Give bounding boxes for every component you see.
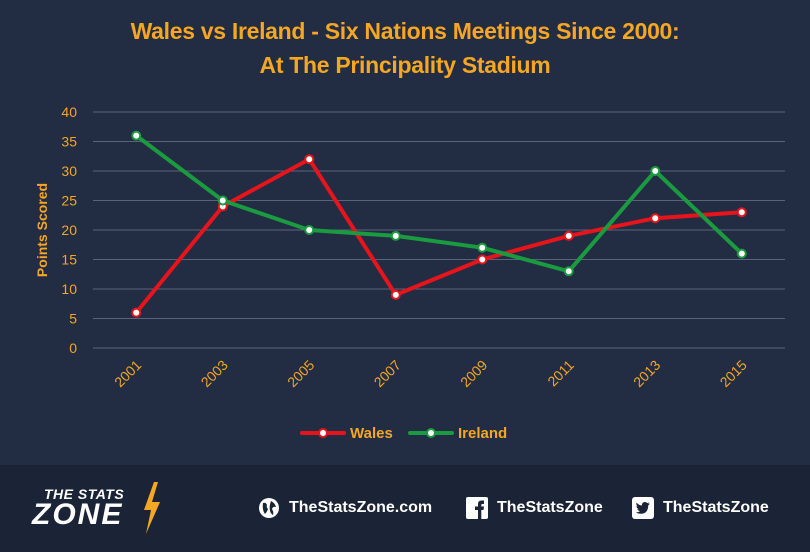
x-tick-label: 2015 — [717, 357, 750, 390]
data-point-wales — [390, 289, 401, 300]
legend-marker-wales — [318, 428, 328, 438]
legend-marker-ireland — [426, 428, 436, 438]
data-point-wales — [477, 254, 488, 265]
y-tick-label: 10 — [61, 281, 77, 297]
line-chart: 0 5 10 15 20 25 30 35 40 Points Scored 2001 2003 200… — [34, 104, 785, 442]
data-point-ireland — [217, 195, 228, 206]
series-line-wales — [134, 157, 744, 315]
legend-label-ireland: Ireland — [458, 425, 507, 442]
x-tick-label: 2001 — [111, 357, 144, 390]
globe-icon — [258, 497, 280, 519]
twitter-label: TheStatsZone — [663, 499, 769, 516]
x-tick-label: 2005 — [284, 357, 317, 390]
chart-title-line-1: Wales vs Ireland - Six Nations Meetings … — [130, 18, 680, 44]
x-tick-label: 2013 — [630, 357, 663, 390]
data-point-ireland — [563, 266, 574, 277]
data-point-ireland — [477, 242, 488, 253]
facebook-icon — [466, 497, 488, 519]
data-point-wales — [131, 307, 142, 318]
lightning-icon — [144, 482, 160, 534]
chart-title-line-2: At The Principality Stadium — [259, 52, 551, 78]
data-point-ireland — [650, 166, 661, 176]
y-tick-label: 35 — [61, 134, 77, 150]
chart-title: Wales vs Ireland - Six Nations Meetings … — [0, 14, 810, 82]
data-point-wales — [736, 207, 747, 218]
x-tick-label: 2007 — [371, 357, 404, 390]
twitter-icon — [632, 497, 654, 519]
y-tick-label: 30 — [61, 163, 77, 179]
data-point-wales — [563, 230, 574, 241]
y-tick-label: 25 — [61, 193, 77, 209]
brand-logo: THE STATS ZONE — [30, 482, 180, 536]
y-tick-label: 40 — [61, 104, 77, 120]
data-point-ireland — [390, 230, 401, 241]
website-link[interactable]: TheStatsZone.com — [258, 495, 432, 521]
series-line-ireland — [134, 133, 744, 274]
twitter-link[interactable]: TheStatsZone — [632, 495, 769, 521]
facebook-link[interactable]: TheStatsZone — [466, 495, 603, 521]
footer-bar — [0, 465, 810, 552]
y-tick-label: 5 — [69, 311, 77, 327]
brand-logo-top: THE STATS — [44, 486, 125, 502]
facebook-label: TheStatsZone — [497, 499, 603, 516]
y-tick-label: 0 — [69, 340, 77, 356]
brand-logo-bottom: ZONE — [32, 498, 124, 531]
data-point-ireland — [736, 248, 747, 259]
data-point-ireland — [131, 130, 142, 141]
legend-label-wales: Wales — [350, 425, 393, 442]
data-point-wales — [304, 154, 315, 165]
data-point-ireland — [304, 225, 315, 235]
x-tick-label: 2009 — [457, 357, 490, 390]
website-label: TheStatsZone.com — [289, 499, 433, 516]
data-point-wales — [650, 213, 661, 224]
y-tick-label: 20 — [61, 222, 77, 238]
y-tick-label: 15 — [61, 252, 77, 268]
x-tick-label: 2003 — [198, 357, 231, 390]
x-tick-label: 2011 — [544, 357, 577, 390]
y-axis-label: Points Scored — [34, 183, 50, 277]
